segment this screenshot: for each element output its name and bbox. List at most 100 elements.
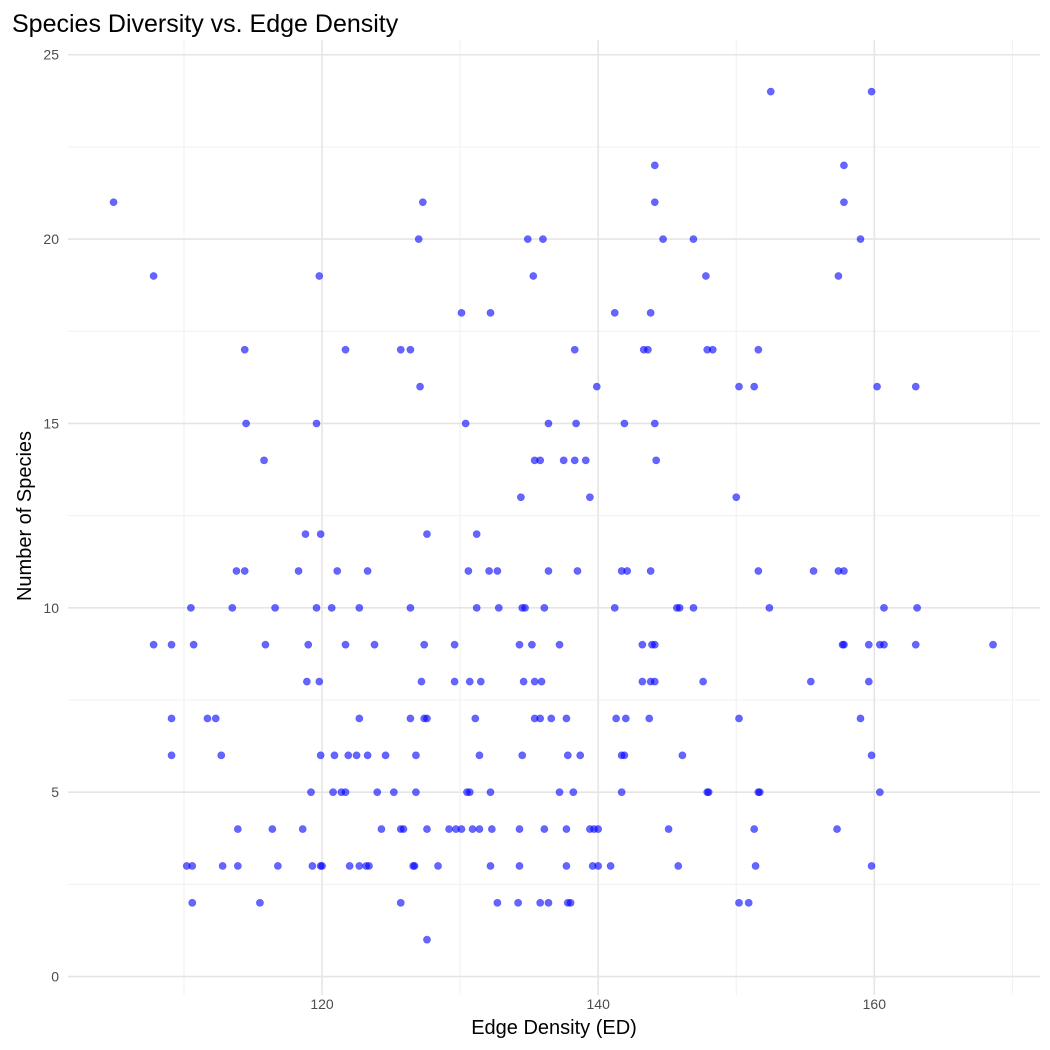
data-point bbox=[744, 898, 753, 907]
data-point bbox=[735, 714, 743, 723]
data-point bbox=[476, 677, 485, 686]
data-point bbox=[576, 751, 585, 760]
data-point bbox=[563, 751, 572, 760]
data-point bbox=[664, 825, 673, 833]
data-point bbox=[638, 677, 647, 686]
tick-labels: 120 140 160 0 5 10 15 20 25 bbox=[43, 47, 886, 1012]
x-axis-label: Edge Density (ED) bbox=[471, 1017, 637, 1039]
data-point bbox=[989, 640, 997, 649]
data-point bbox=[307, 788, 315, 797]
data-point bbox=[540, 825, 549, 833]
chart-title: Species Diversity vs. Edge Density bbox=[12, 10, 399, 38]
data-point bbox=[562, 714, 571, 723]
data-point bbox=[450, 640, 459, 649]
data-point bbox=[765, 603, 774, 612]
data-point bbox=[515, 825, 524, 833]
data-point bbox=[544, 567, 553, 575]
data-point bbox=[294, 567, 303, 575]
data-point bbox=[911, 640, 920, 649]
data-point bbox=[423, 714, 431, 723]
data-point bbox=[363, 751, 372, 760]
data-point bbox=[529, 272, 538, 280]
data-point bbox=[570, 345, 579, 354]
data-point bbox=[465, 677, 474, 686]
data-point bbox=[370, 640, 379, 649]
data-point bbox=[809, 567, 818, 575]
data-point bbox=[856, 235, 865, 244]
data-point bbox=[537, 677, 546, 686]
data-point bbox=[416, 382, 424, 391]
x-tick-label: 120 bbox=[310, 996, 334, 1012]
data-point bbox=[302, 677, 311, 686]
data-point bbox=[606, 862, 615, 870]
data-point bbox=[186, 603, 195, 612]
data-point bbox=[689, 603, 698, 612]
data-point bbox=[486, 308, 495, 317]
data-point bbox=[555, 788, 564, 797]
data-point bbox=[581, 456, 590, 465]
data-point bbox=[911, 382, 920, 391]
data-point bbox=[880, 640, 888, 649]
y-tick-label: 0 bbox=[51, 969, 59, 985]
data-point bbox=[471, 714, 480, 723]
data-point bbox=[867, 862, 876, 870]
x-tick-label: 140 bbox=[587, 996, 611, 1012]
data-point bbox=[109, 198, 118, 207]
data-point bbox=[638, 640, 647, 649]
data-point bbox=[149, 272, 158, 280]
data-point bbox=[708, 345, 717, 354]
data-point bbox=[242, 419, 251, 428]
data-point bbox=[620, 751, 629, 760]
data-point bbox=[514, 898, 523, 907]
data-point bbox=[396, 898, 405, 907]
data-point bbox=[412, 751, 420, 760]
data-point bbox=[701, 272, 710, 280]
data-point bbox=[650, 161, 659, 170]
data-point bbox=[570, 456, 579, 465]
data-point bbox=[423, 825, 431, 833]
data-point bbox=[316, 530, 325, 538]
data-point bbox=[735, 382, 743, 391]
data-point bbox=[732, 493, 741, 502]
data-point bbox=[308, 862, 317, 870]
data-point bbox=[840, 640, 848, 649]
data-point bbox=[167, 714, 176, 723]
data-point bbox=[327, 603, 336, 612]
data-point bbox=[856, 714, 865, 723]
data-point bbox=[623, 567, 632, 575]
data-point bbox=[485, 567, 494, 575]
data-point bbox=[610, 308, 619, 317]
data-point bbox=[417, 677, 426, 686]
data-point bbox=[750, 382, 759, 391]
data-point bbox=[188, 862, 197, 870]
data-point bbox=[621, 714, 630, 723]
data-point bbox=[218, 862, 227, 870]
data-point bbox=[445, 825, 453, 833]
data-point bbox=[519, 677, 528, 686]
data-point bbox=[646, 567, 655, 575]
data-point bbox=[468, 825, 477, 833]
data-point bbox=[643, 345, 652, 354]
data-point bbox=[650, 640, 659, 649]
data-point bbox=[735, 898, 743, 907]
data-point bbox=[751, 862, 760, 870]
data-point bbox=[406, 345, 415, 354]
data-point bbox=[645, 714, 654, 723]
data-point bbox=[363, 567, 372, 575]
data-point bbox=[341, 345, 350, 354]
data-point bbox=[675, 603, 684, 612]
data-point bbox=[465, 788, 474, 797]
data-point bbox=[464, 567, 473, 575]
y-tick-label: 25 bbox=[43, 47, 59, 63]
data-point bbox=[240, 345, 249, 354]
data-point bbox=[341, 640, 350, 649]
data-point bbox=[652, 456, 661, 465]
data-point bbox=[418, 198, 427, 207]
y-tick-label: 5 bbox=[51, 784, 59, 800]
y-axis-label: Number of Species bbox=[14, 431, 36, 601]
data-point bbox=[867, 751, 876, 760]
data-point bbox=[536, 714, 545, 723]
data-point bbox=[875, 788, 884, 797]
data-point bbox=[373, 788, 382, 797]
data-point bbox=[318, 862, 326, 870]
